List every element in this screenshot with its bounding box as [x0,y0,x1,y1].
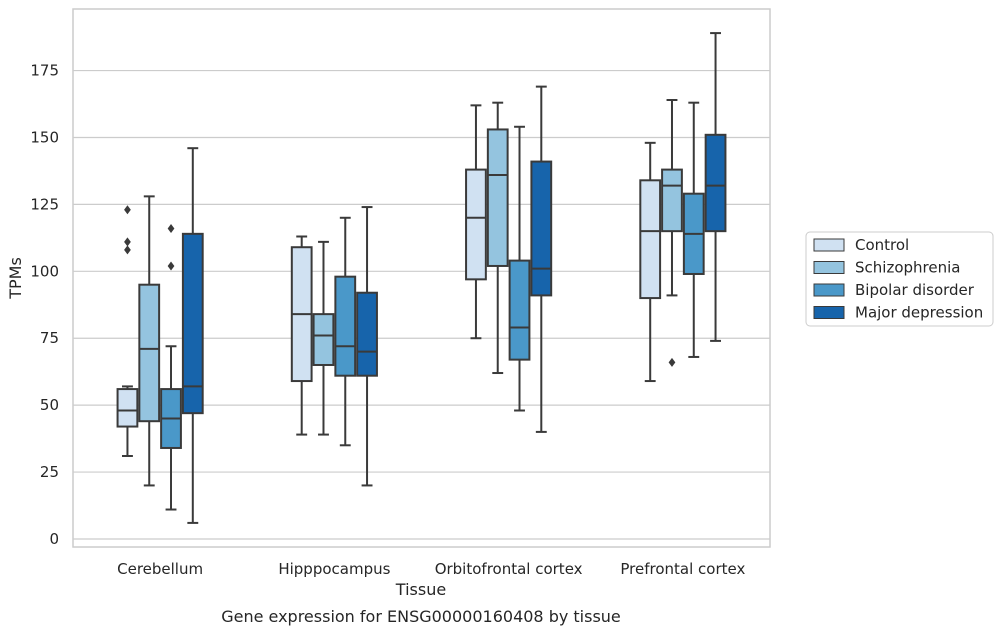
legend-label: Major depression [855,304,983,322]
legend: Control Schizophrenia Bipolar disorder Majo… [805,231,994,327]
legend-swatch [813,238,845,252]
box-plot [356,206,378,487]
box-plot [290,235,313,436]
box-iqr [356,291,378,377]
box-iqr [530,160,553,297]
box-iqr [465,168,487,281]
y-tick-label: 75 [40,329,59,347]
legend-swatch [813,306,845,319]
x-tick-label: Orbitofrontal cortex [435,560,583,578]
box-plot [530,85,553,433]
legend-label: Control [855,236,909,254]
outlier-marker [124,205,131,215]
y-tick-label: 50 [40,396,59,414]
box-plot [704,32,727,342]
box-plot [160,223,182,511]
box-plot [181,147,204,524]
y-tick-label: 125 [30,195,59,213]
legend-label: Bipolar disorder [855,281,975,299]
box-iqr [661,168,683,233]
legend-label: Schizophrenia [855,259,960,277]
y-tick-label: 25 [40,463,59,481]
box-plot [116,205,139,457]
box-iqr [116,388,139,428]
y-axis-label: TPMs [6,257,25,300]
legend-swatch [813,261,845,274]
y-axis-ticks: 0 25 50 75 100 125 150 175 [30,62,59,548]
box-iqr [138,283,161,423]
outlier-marker [124,245,131,255]
outlier-marker [668,357,676,367]
plot-area-frame [72,8,771,548]
box-iqr [639,179,662,300]
y-tick-label: 0 [49,530,59,548]
x-axis-ticks: Cerebellum Hipppocampus Orbitofrontal cort… [117,560,745,578]
box-plot [639,141,662,383]
outlier-marker [167,261,175,271]
box-iqr [486,128,509,267]
y-tick-label: 100 [30,262,59,280]
box-iqr [181,232,204,415]
box-plot [682,101,705,358]
box-plot [138,195,161,487]
box-plot [334,216,357,447]
chart-caption: Gene expression for ENSG00000160408 by t… [221,607,621,626]
box-plot [312,240,335,436]
box-iqr [312,313,335,366]
box-iqr [334,275,357,377]
box-plot [486,101,509,375]
gridlines [73,69,770,540]
box-iqr [704,133,727,233]
box-plots [116,32,727,524]
outlier-marker [124,237,131,247]
box-plot [465,104,487,340]
box-plot [661,99,683,367]
y-tick-label: 150 [30,128,59,146]
x-tick-label: Prefrontal cortex [620,560,745,578]
x-tick-label: Hipppocampus [278,560,390,578]
outlier-marker [167,223,175,233]
legend-swatch [813,283,845,297]
box-iqr [508,259,531,361]
x-tick-label: Cerebellum [117,560,203,578]
legend-frame [805,231,994,327]
y-tick-label: 175 [30,62,59,80]
x-axis-label: Tissue [395,580,446,599]
box-plot [508,125,531,412]
